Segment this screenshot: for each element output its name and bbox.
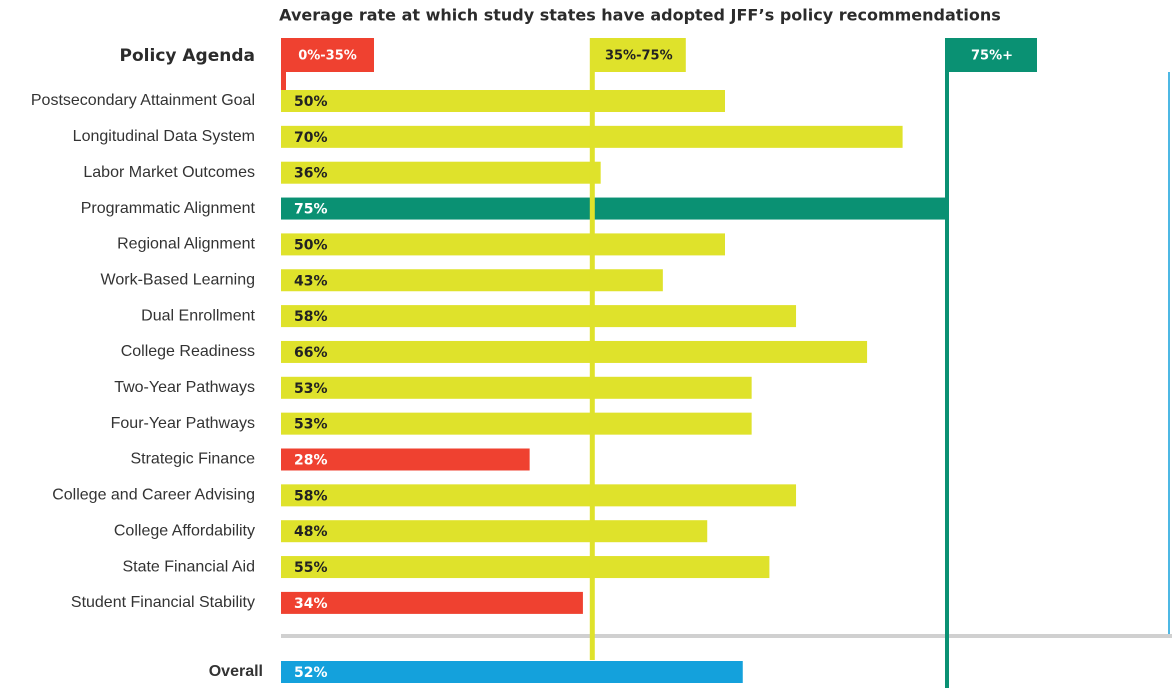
bar — [281, 197, 947, 220]
category-label: Regional Alignment — [117, 236, 255, 253]
threshold-label: 0%-35% — [298, 49, 357, 64]
category-label: Labor Market Outcomes — [83, 164, 255, 181]
category-label: College and Career Advising — [52, 487, 255, 504]
overall-value-label: 52% — [294, 665, 328, 681]
value-label: 34% — [294, 596, 328, 612]
category-label: Programmatic Alignment — [81, 200, 256, 217]
bar — [281, 591, 583, 614]
threshold-line — [945, 38, 949, 688]
bar — [281, 305, 797, 328]
bar — [281, 376, 752, 399]
bar — [281, 556, 770, 579]
category-label: Work-Based Learning — [101, 271, 255, 288]
value-label: 53% — [294, 381, 328, 397]
value-label: 53% — [294, 417, 328, 433]
threshold-label: 75%+ — [971, 49, 1013, 64]
value-label: 43% — [294, 273, 328, 289]
category-label: Four-Year Pathways — [111, 415, 255, 432]
value-label: 55% — [294, 560, 328, 576]
bar — [281, 161, 601, 184]
bar — [281, 269, 663, 292]
category-label: Student Financial Stability — [71, 594, 255, 611]
bar — [281, 448, 530, 471]
category-label: Strategic Finance — [130, 451, 255, 468]
category-header: Policy Agenda — [120, 46, 255, 66]
threshold-box — [591, 38, 686, 72]
category-label: College Readiness — [121, 343, 255, 360]
value-label: 28% — [294, 453, 328, 469]
bar — [281, 412, 752, 435]
bar — [281, 661, 743, 683]
threshold-line — [281, 72, 286, 90]
threshold-label: 35%-75% — [605, 49, 673, 64]
value-label: 50% — [294, 94, 328, 110]
category-label: College Affordability — [114, 522, 255, 539]
value-label: 70% — [294, 130, 328, 146]
bar — [281, 484, 797, 507]
bar — [281, 520, 708, 543]
value-label: 58% — [294, 309, 328, 325]
threshold-box — [947, 38, 1037, 72]
category-label: Two-Year Pathways — [114, 379, 255, 396]
bar — [281, 233, 725, 256]
value-label: 66% — [294, 345, 328, 361]
chart-title: Average rate at which study states have … — [279, 6, 1001, 25]
value-label: 75% — [294, 202, 328, 218]
category-label: Postsecondary Attainment Goal — [31, 92, 255, 109]
overall-label: Overall — [209, 663, 263, 680]
category-label: State Financial Aid — [122, 558, 255, 575]
value-label: 58% — [294, 488, 328, 504]
value-label: 48% — [294, 524, 328, 540]
category-label: Longitudinal Data System — [73, 128, 255, 145]
threshold-box — [281, 38, 374, 72]
category-label: Dual Enrollment — [141, 307, 255, 324]
threshold-line — [589, 38, 595, 660]
value-label: 36% — [294, 166, 328, 182]
value-label: 50% — [294, 237, 328, 253]
bar — [281, 340, 868, 363]
bar — [281, 90, 725, 112]
